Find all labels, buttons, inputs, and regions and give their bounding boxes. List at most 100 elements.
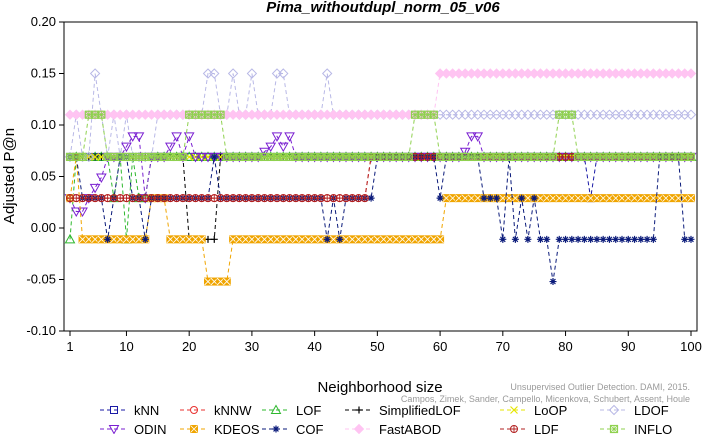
data-point bbox=[486, 194, 494, 202]
legend-item: LDOF bbox=[600, 403, 669, 418]
x-tick-label: 90 bbox=[621, 339, 635, 354]
data-point bbox=[323, 235, 331, 243]
data-point bbox=[472, 132, 484, 142]
data-point bbox=[687, 194, 695, 203]
data-point bbox=[618, 235, 626, 243]
x-tick-label: 40 bbox=[307, 339, 321, 354]
data-point bbox=[518, 194, 526, 202]
data-point bbox=[190, 152, 201, 163]
data-point bbox=[524, 235, 532, 243]
series-line bbox=[70, 73, 691, 116]
data-point bbox=[108, 425, 120, 434]
data-point bbox=[202, 152, 214, 163]
data-point bbox=[480, 194, 488, 202]
data-point bbox=[270, 404, 282, 414]
data-point bbox=[321, 68, 333, 79]
data-point bbox=[197, 235, 206, 244]
data-point bbox=[631, 235, 639, 243]
data-point bbox=[609, 424, 619, 434]
axis-layer: 1 10 20 30 40 50 60 70 80 90 100 -0.10 -0.05 0.00 0.05… bbox=[26, 14, 701, 354]
data-point bbox=[77, 207, 88, 218]
data-point bbox=[196, 152, 208, 163]
data-point bbox=[649, 235, 657, 243]
data-point bbox=[548, 152, 558, 162]
data-point bbox=[574, 235, 582, 243]
data-point bbox=[637, 235, 645, 243]
legend-item: COF bbox=[262, 422, 324, 434]
legend-label: LDOF bbox=[634, 403, 669, 418]
legend-label: COF bbox=[296, 422, 324, 434]
legend-item: FastABOD bbox=[345, 422, 441, 434]
data-point bbox=[543, 235, 551, 243]
data-point bbox=[562, 235, 570, 243]
legend-item: kNNW bbox=[180, 403, 252, 418]
data-point bbox=[271, 132, 283, 142]
x-axis-title: Neighborhood size bbox=[317, 379, 442, 396]
data-point bbox=[210, 235, 218, 243]
data-point bbox=[70, 207, 82, 218]
y-axis-title: Adjusted P@n bbox=[1, 128, 18, 224]
y-tick-label: 0.15 bbox=[31, 66, 56, 81]
data-point bbox=[567, 110, 576, 119]
data-point bbox=[171, 132, 182, 142]
series-line bbox=[69, 156, 691, 283]
y-tick-label: -0.10 bbox=[26, 323, 56, 338]
series-KDEOS bbox=[66, 152, 695, 286]
x-tick-label: 80 bbox=[558, 339, 572, 354]
data-point bbox=[593, 235, 601, 243]
data-point bbox=[209, 68, 220, 79]
data-point bbox=[608, 404, 620, 416]
data-point bbox=[466, 132, 477, 142]
data-point bbox=[165, 142, 176, 153]
x-tick-label: 50 bbox=[370, 339, 384, 354]
data-point bbox=[222, 277, 231, 286]
data-point bbox=[555, 235, 563, 243]
legend-label: LDF bbox=[534, 422, 559, 434]
data-point bbox=[605, 235, 613, 243]
y-tick-label: 0.05 bbox=[31, 169, 56, 184]
data-point bbox=[355, 406, 363, 414]
data-point bbox=[104, 235, 112, 243]
data-point bbox=[510, 425, 518, 433]
data-point bbox=[227, 68, 239, 79]
data-point bbox=[587, 235, 595, 243]
plot-layer bbox=[64, 68, 697, 286]
legend-item: kNN bbox=[100, 403, 159, 418]
legend-label: FastABOD bbox=[379, 422, 441, 434]
data-point bbox=[178, 152, 188, 162]
data-point bbox=[89, 68, 101, 79]
data-point bbox=[127, 132, 139, 142]
y-tick-label: -0.05 bbox=[26, 272, 56, 287]
data-point bbox=[404, 152, 413, 162]
data-point bbox=[580, 235, 588, 243]
y-tick-label: 0.20 bbox=[31, 14, 56, 29]
data-point bbox=[643, 235, 651, 243]
data-point bbox=[277, 142, 289, 153]
legend-item: KDEOS bbox=[180, 422, 260, 434]
data-point bbox=[367, 194, 375, 202]
legend-label: INFLO bbox=[634, 422, 672, 434]
data-point bbox=[686, 152, 696, 162]
data-point bbox=[190, 406, 198, 414]
data-point bbox=[64, 233, 76, 244]
series-line bbox=[70, 156, 691, 199]
series-line bbox=[70, 156, 691, 199]
legend-label: SimplifiedLOF bbox=[379, 403, 461, 418]
series-INFLO bbox=[65, 110, 696, 162]
data-point bbox=[511, 235, 519, 243]
legend-label: LOF bbox=[296, 403, 321, 418]
data-point bbox=[599, 235, 607, 243]
data-point bbox=[510, 406, 518, 414]
data-point bbox=[265, 142, 277, 153]
data-point bbox=[190, 425, 198, 433]
legend-label: KDEOS bbox=[214, 422, 260, 434]
data-point bbox=[530, 194, 538, 202]
data-point bbox=[336, 235, 344, 243]
data-point bbox=[685, 68, 697, 79]
series-COF bbox=[66, 153, 695, 286]
data-point bbox=[353, 423, 365, 434]
data-point bbox=[687, 235, 695, 243]
series-FastABOD bbox=[64, 68, 697, 120]
y-tick-label: 0.10 bbox=[31, 117, 56, 132]
